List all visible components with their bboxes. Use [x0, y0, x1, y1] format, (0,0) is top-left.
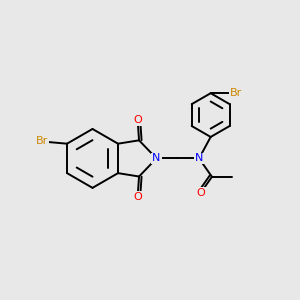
Text: Br: Br	[230, 88, 242, 98]
Text: O: O	[133, 192, 142, 202]
Text: N: N	[152, 153, 160, 164]
Text: O: O	[196, 188, 205, 198]
Text: Br: Br	[36, 136, 48, 146]
Text: O: O	[133, 115, 142, 125]
Text: N: N	[195, 153, 203, 164]
